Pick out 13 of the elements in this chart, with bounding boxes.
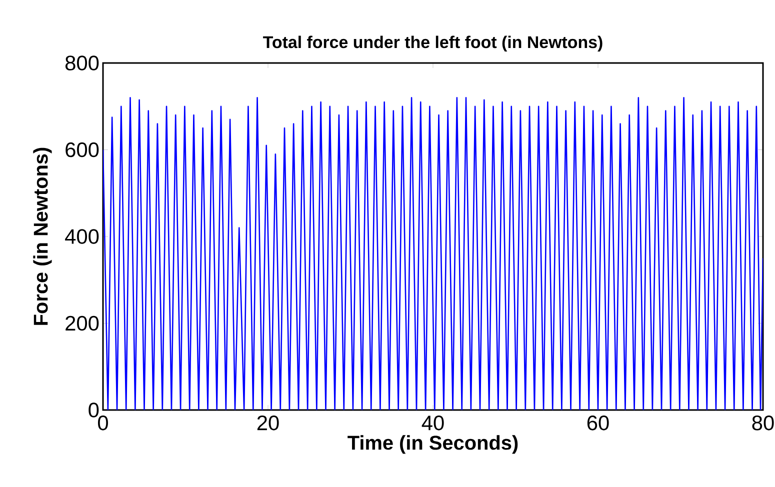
x-tick-label: 20 — [257, 416, 279, 430]
y-axis-title: Force (in Newtons) — [33, 148, 52, 325]
y-tick-label: 400 — [65, 229, 99, 244]
x-axis-title: Time (in Seconds) — [348, 435, 518, 454]
y-tick-label: 0 — [88, 402, 99, 418]
y-tick-label: 800 — [65, 56, 99, 70]
x-tick-label: 40 — [422, 416, 444, 430]
chart-title: Total force under the left foot (in Newtons) — [263, 36, 602, 52]
x-tick-label: 80 — [752, 416, 774, 430]
y-tick-label: 200 — [66, 316, 99, 331]
x-tick-label: 60 — [587, 416, 609, 430]
line-series — [103, 97, 763, 410]
y-tick-label: 600 — [66, 142, 99, 158]
